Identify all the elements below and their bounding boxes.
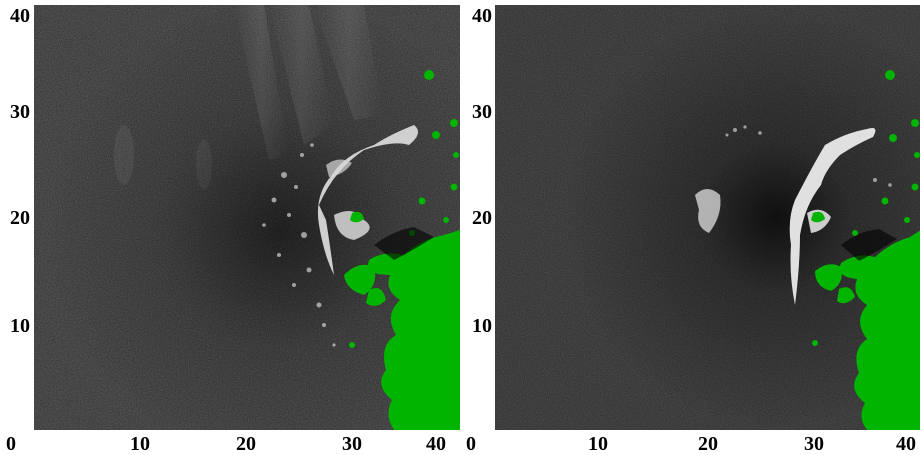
left-xtick-20: 20 (236, 433, 256, 455)
right-land (811, 70, 920, 430)
left-xtick-40: 40 (426, 433, 446, 455)
right-ytick-10: 10 (472, 315, 492, 337)
right-land-shadow (841, 229, 897, 261)
right-xtick-40: 40 (896, 433, 916, 455)
right-ice-fragments (725, 125, 892, 187)
left-ice-fragments (262, 143, 336, 347)
right-xtick-30: 30 (804, 433, 824, 455)
left-sar-svg (34, 5, 460, 430)
left-xtick-0: 0 (6, 433, 16, 455)
left-ytick-40: 40 (10, 5, 30, 27)
left-xtick-10: 10 (130, 433, 150, 455)
right-xtick-20: 20 (698, 433, 718, 455)
left-sar-image (34, 5, 460, 430)
left-ytick-10: 10 (10, 315, 30, 337)
right-panel: 0 10 20 30 40 10 20 30 40 (460, 0, 920, 455)
right-ytick-30: 30 (472, 101, 492, 123)
left-ytick-20: 20 (10, 207, 30, 229)
left-land-shadow (374, 227, 434, 260)
right-xtick-10: 10 (588, 433, 608, 455)
left-land (344, 70, 460, 430)
left-xtick-30: 30 (342, 433, 362, 455)
left-ytick-30: 30 (10, 101, 30, 123)
right-xtick-0: 0 (466, 433, 476, 455)
right-ytick-40: 40 (472, 5, 492, 27)
right-sar-svg (495, 5, 920, 430)
left-panel: 0 10 20 30 40 10 20 30 40 (6, 5, 460, 455)
right-ytick-20: 20 (472, 207, 492, 229)
right-sar-image (495, 5, 920, 430)
